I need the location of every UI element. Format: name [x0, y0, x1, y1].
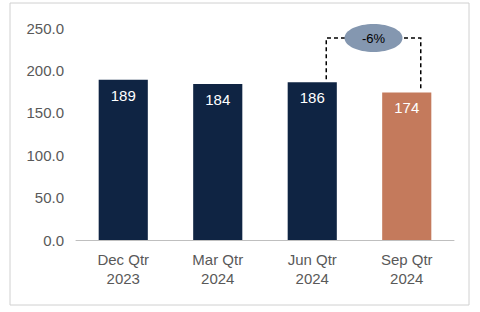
- svg-text:2024: 2024: [296, 270, 329, 287]
- svg-text:0.0: 0.0: [43, 232, 64, 249]
- svg-text:2023: 2023: [107, 270, 140, 287]
- svg-text:150.0: 150.0: [26, 104, 64, 121]
- svg-text:-6%: -6%: [362, 31, 386, 46]
- svg-text:174: 174: [394, 99, 419, 116]
- svg-text:100.0: 100.0: [26, 147, 64, 164]
- svg-text:200.0: 200.0: [26, 62, 64, 79]
- svg-text:189: 189: [111, 87, 136, 104]
- svg-text:2024: 2024: [201, 270, 234, 287]
- svg-text:50.0: 50.0: [35, 189, 64, 206]
- svg-text:250.0: 250.0: [26, 20, 64, 37]
- svg-text:Sep Qtr: Sep Qtr: [381, 251, 433, 268]
- svg-text:184: 184: [205, 91, 230, 108]
- svg-text:Mar Qtr: Mar Qtr: [192, 251, 243, 268]
- svg-text:2024: 2024: [390, 270, 423, 287]
- svg-text:186: 186: [300, 89, 325, 106]
- svg-text:Dec Qtr: Dec Qtr: [97, 251, 149, 268]
- svg-text:Jun Qtr: Jun Qtr: [288, 251, 337, 268]
